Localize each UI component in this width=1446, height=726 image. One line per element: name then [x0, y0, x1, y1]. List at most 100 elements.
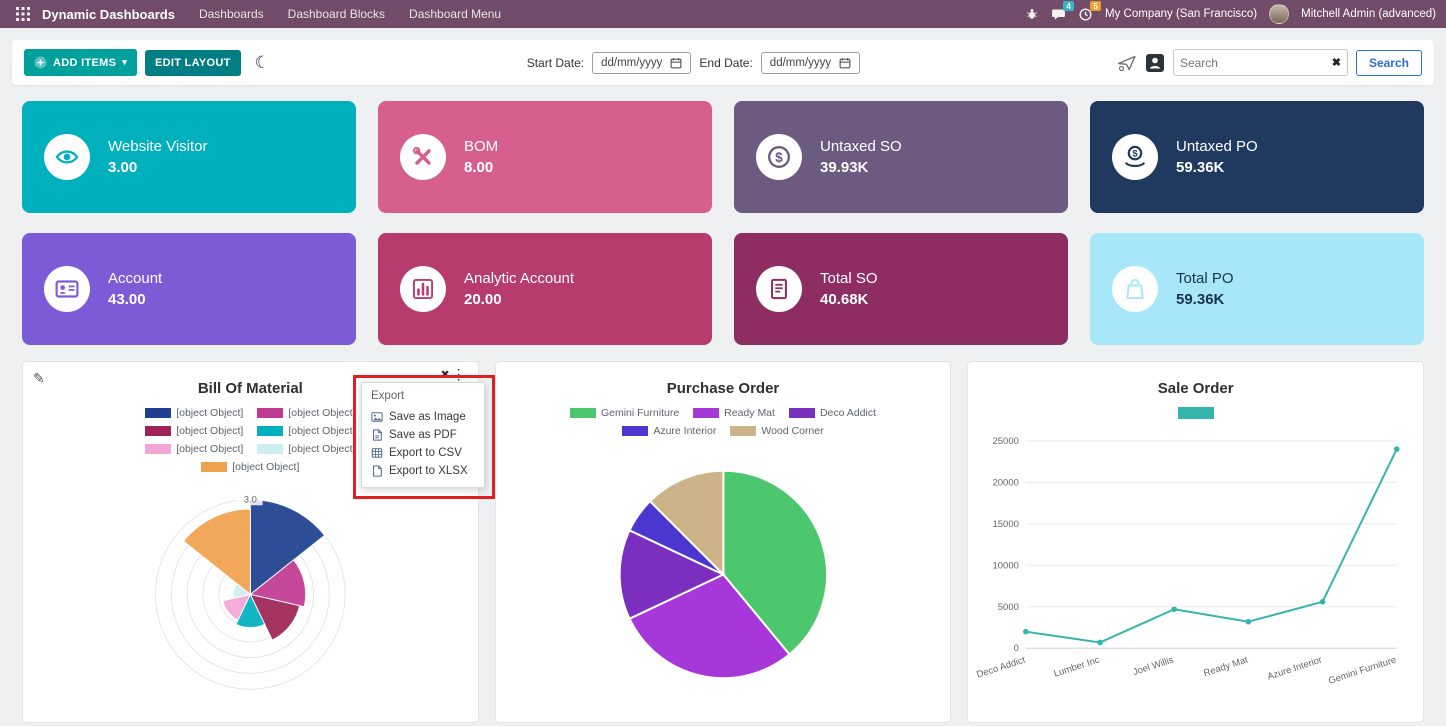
legend-swatch [730, 426, 757, 436]
apps-grid-icon[interactable] [10, 7, 36, 21]
svg-text:3.0: 3.0 [244, 494, 257, 505]
legend-label: [object Object] [176, 407, 244, 419]
kpi-tiles-grid: Website Visitor 3.00 BOM 8.00 $ Untaxed SO… [0, 101, 1446, 345]
legend-label: Ready Mat [724, 407, 775, 419]
menu-dashboard-blocks[interactable]: Dashboard Blocks [287, 7, 386, 21]
legend-swatch [788, 408, 815, 418]
export-item-label: Save as PDF [389, 429, 457, 441]
legend-label: Gemini Furniture [600, 407, 680, 419]
svg-text:0: 0 [1014, 643, 1019, 654]
tile-untaxed-so[interactable]: $ Untaxed SO 39.93K [734, 101, 1068, 213]
legend-swatch [145, 444, 172, 454]
image-file-icon [371, 412, 383, 422]
edit-pencil-icon[interactable]: ✎ [33, 370, 45, 386]
legend-item[interactable] [1177, 407, 1214, 419]
legend-label: Azure Interior [653, 425, 717, 437]
legend-label: [object Object] [288, 407, 356, 419]
legend-item[interactable]: [object Object] [257, 407, 355, 419]
activities-badge: 5 [1090, 0, 1102, 11]
legend-item[interactable]: Gemini Furniture [569, 407, 680, 419]
legend-item[interactable]: Deco Addict [788, 407, 876, 419]
legend-swatch [257, 444, 284, 454]
export-save-as-image[interactable]: Save as Image [371, 408, 475, 426]
charts-row: ✎ ✖ ⋮ Bill Of Material [object Object] [o… [0, 361, 1446, 723]
tile-value: 59.36K [1176, 159, 1225, 176]
eye-icon [44, 134, 90, 180]
tile-total-so[interactable]: Total SO 40.68K [734, 233, 1068, 345]
legend-item[interactable]: [object Object] [145, 425, 243, 437]
tile-website-visitor[interactable]: Website Visitor 3.00 [22, 101, 356, 213]
top-navbar: Dynamic Dashboards Dashboards Dashboard … [0, 0, 1446, 28]
legend-swatch [257, 426, 284, 436]
end-date-input[interactable]: dd/mm/yyyy [760, 51, 861, 74]
line-chart[interactable]: 0 5000 10000 15000 20000 25000 Deco Addict Lumb… [976, 419, 1415, 712]
export-to-xlsx[interactable]: Export to XLSX [371, 462, 475, 480]
debug-bug-icon[interactable] [1025, 7, 1039, 21]
tile-untaxed-po[interactable]: $ Untaxed PO 59.36K [1090, 101, 1424, 213]
legend-item[interactable]: [object Object] [257, 443, 355, 455]
calendar-icon [671, 57, 682, 68]
legend-swatch [569, 408, 596, 418]
menu-dashboards[interactable]: Dashboards [198, 7, 264, 21]
legend-item[interactable]: [object Object] [257, 425, 355, 437]
legend-swatch [693, 408, 720, 418]
polar-area-chart[interactable]: 3.0 [31, 473, 470, 712]
clear-search-icon[interactable]: ✖ [1331, 57, 1341, 69]
search-box: ✖ [1172, 49, 1348, 76]
export-save-as-pdf[interactable]: Save as PDF [371, 426, 475, 444]
pie-chart[interactable] [504, 437, 943, 712]
svg-text:15000: 15000 [993, 519, 1019, 530]
tile-value: 20.00 [464, 291, 502, 308]
tile-value: 59.36K [1176, 291, 1225, 308]
legend-item[interactable]: [object Object] [145, 407, 243, 419]
end-date-label: End Date: [699, 55, 753, 70]
user-report-icon[interactable] [1145, 53, 1165, 73]
tile-total-po[interactable]: Total PO 59.36K [1090, 233, 1424, 345]
user-avatar[interactable] [1269, 4, 1290, 24]
tile-title: Account [108, 270, 163, 287]
close-icon[interactable]: ✖ [440, 369, 450, 381]
user-menu[interactable]: Mitchell Admin (advanced) [1301, 8, 1436, 20]
kebab-menu-icon[interactable]: ⋮ [451, 366, 466, 382]
tile-title: Total SO [820, 270, 878, 287]
coin-hand-icon: $ [1112, 134, 1158, 180]
legend-item[interactable]: Wood Corner [730, 425, 824, 437]
id-card-icon [44, 266, 90, 312]
svg-text:5000: 5000 [998, 602, 1019, 613]
legend-item[interactable]: Ready Mat [693, 407, 775, 419]
messages-badge: 4 [1063, 0, 1075, 11]
chart-title: Bill Of Material [197, 380, 303, 397]
tile-analytic-account[interactable]: Analytic Account 20.00 [378, 233, 712, 345]
app-title[interactable]: Dynamic Dashboards [42, 6, 175, 22]
search-input[interactable] [1179, 55, 1332, 70]
legend-item[interactable]: Azure Interior [622, 425, 716, 437]
tile-title: Analytic Account [464, 270, 575, 287]
legend-label: [object Object] [288, 443, 356, 455]
messages-icon[interactable]: 4 [1051, 0, 1075, 22]
activities-clock-icon[interactable]: 5 [1078, 0, 1102, 22]
legend-swatch [145, 426, 172, 436]
tile-bom[interactable]: BOM 8.00 [378, 101, 712, 213]
menu-dashboard-menu[interactable]: Dashboard Menu [409, 7, 502, 21]
dark-mode-moon-icon[interactable]: ☾ [254, 52, 270, 72]
add-items-button[interactable]: ADD ITEMS ▾ [24, 49, 138, 76]
calendar-icon [839, 57, 851, 68]
bom-chart-legend: [object Object] [object Object] [object Ob… [90, 407, 410, 473]
send-mail-icon[interactable] [1117, 54, 1137, 72]
caret-down-icon: ▾ [122, 57, 128, 67]
start-date-input[interactable]: dd/mm/yyyy [592, 51, 692, 74]
legend-item[interactable]: [object Object] [145, 443, 243, 455]
start-date-label: Start Date: [526, 55, 585, 70]
legend-label: [object Object] [176, 443, 244, 455]
search-button[interactable]: Search [1355, 49, 1422, 76]
legend-item[interactable]: [object Object] [201, 461, 299, 473]
svg-text:Ready Mat: Ready Mat [1203, 654, 1250, 679]
tile-title: Untaxed PO [1176, 138, 1258, 155]
company-switcher[interactable]: My Company (San Francisco) [1105, 8, 1258, 20]
tile-account[interactable]: Account 43.00 [22, 233, 356, 345]
edit-layout-button[interactable]: EDIT LAYOUT [145, 49, 241, 76]
export-to-csv[interactable]: Export to CSV [371, 444, 475, 462]
chart-title: Sale Order [1157, 380, 1234, 397]
chart-title: Purchase Order [666, 380, 780, 397]
svg-text:Gemini Furniture: Gemini Furniture [1328, 655, 1398, 687]
